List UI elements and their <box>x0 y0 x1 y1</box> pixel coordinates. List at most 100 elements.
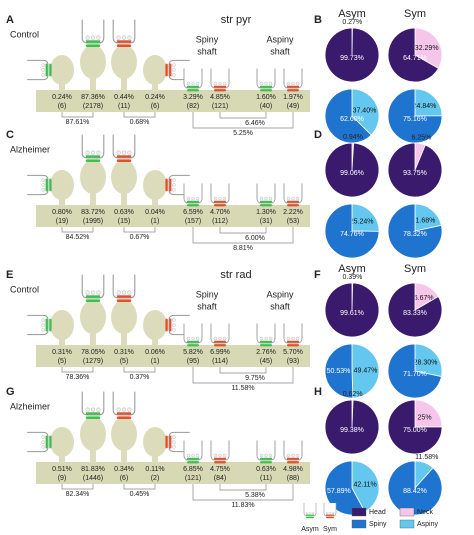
pie-label: 83.33% <box>403 310 427 317</box>
pie-label: 62.60% <box>340 116 364 123</box>
synapse-pre <box>116 412 132 415</box>
synapse-pre <box>45 178 48 192</box>
pie-slice <box>387 203 443 259</box>
panel-letter: F <box>314 269 321 281</box>
site-percent: 4.75% <box>210 466 230 473</box>
site-percent: 6.85% <box>183 466 203 473</box>
presynaptic-terminal <box>165 314 190 336</box>
vesicle <box>264 336 268 341</box>
vesicle <box>41 435 46 440</box>
pie-label: 75.00% <box>403 427 427 434</box>
vesicle <box>218 196 222 201</box>
synapse-post <box>214 344 226 347</box>
vesicle <box>259 81 264 86</box>
site-count: (6) <box>58 103 67 110</box>
bracket-label: 84.52% <box>66 234 90 241</box>
vesicle <box>295 453 300 458</box>
vesicle <box>90 150 96 155</box>
bracket <box>192 227 294 244</box>
vesicle <box>171 327 176 332</box>
condition-label: Control <box>10 29 39 39</box>
site-percent: 0.80% <box>52 209 72 216</box>
vesicle <box>116 35 121 40</box>
presynaptic-terminal <box>256 323 276 347</box>
pie-slice <box>414 27 443 69</box>
vesicle <box>213 81 218 86</box>
vesicle <box>268 81 273 86</box>
vesicle <box>222 196 227 201</box>
synapse-post <box>260 89 272 92</box>
vesicle <box>41 444 46 449</box>
site-percent: 0.31% <box>52 349 72 356</box>
vesicle <box>195 453 200 458</box>
site-count: (11) <box>118 103 130 110</box>
condition-label: Alzheimer <box>10 144 50 154</box>
legend-label: Spiny <box>369 521 387 528</box>
site-count: (121) <box>185 475 201 482</box>
synapse-post <box>49 178 52 192</box>
synapse-post <box>165 318 168 332</box>
synapse-post <box>187 344 199 347</box>
vesicle <box>186 81 191 86</box>
synapse-pre <box>116 295 132 298</box>
bracket-label: 0.67% <box>130 234 150 241</box>
synapse-post <box>287 461 299 464</box>
pie-label: 0.62% <box>343 391 363 398</box>
presynaptic-terminal <box>283 323 303 347</box>
vesicle <box>127 407 132 412</box>
vesicle <box>96 150 101 155</box>
site-percent: 0.06% <box>145 349 165 356</box>
site-percent: 0.11% <box>145 466 164 473</box>
synapse-pre <box>287 457 299 460</box>
vesicle <box>295 81 300 86</box>
legend-swatch <box>351 519 367 529</box>
site-percent: 2.76% <box>256 349 276 356</box>
vesicle <box>116 150 121 155</box>
pie-label: 74.76% <box>340 231 364 238</box>
vesicle <box>121 150 127 155</box>
presynaptic-terminal <box>210 183 230 207</box>
pie-slice <box>414 399 443 428</box>
vesicle <box>222 336 227 341</box>
vesicle <box>286 196 291 201</box>
pie-slice <box>387 343 442 399</box>
presynaptic-terminal <box>283 440 303 464</box>
synapse-pre <box>187 457 199 460</box>
presynaptic-terminal <box>323 503 337 519</box>
synapse-post <box>49 63 52 77</box>
vesicle <box>295 196 300 201</box>
vesicle <box>213 453 218 458</box>
synapse-pre <box>326 514 334 516</box>
site-count: (45) <box>260 358 272 365</box>
pie-label: 16.67% <box>410 295 434 302</box>
site-count: (114) <box>212 358 228 365</box>
synapse-pre <box>214 200 226 203</box>
spine-head <box>80 45 106 79</box>
vesicle <box>121 290 127 295</box>
site-percent: 6.59% <box>183 209 203 216</box>
pie-label: 64.71% <box>403 55 427 62</box>
synapse-pre <box>214 85 226 88</box>
presynaptic-terminal <box>256 440 276 464</box>
bracket <box>61 227 94 233</box>
bracket-label: 82.34% <box>66 491 90 498</box>
spine-head <box>80 160 106 194</box>
panel-letter: B <box>314 14 322 26</box>
synapse-pre <box>85 155 101 158</box>
synapse-pre <box>116 40 132 43</box>
vesicle <box>286 336 291 341</box>
vesicle <box>218 81 222 86</box>
presynaptic-terminal <box>81 274 105 303</box>
vesicle <box>291 81 295 86</box>
vesicle <box>328 511 332 515</box>
dendrite-shaft <box>36 462 310 484</box>
bracket-label: 11.58% <box>231 385 254 392</box>
legend-swatch <box>399 507 415 517</box>
site-percent: 78.05% <box>81 349 105 356</box>
presynaptic-terminal <box>27 59 52 81</box>
site-percent: 81.83% <box>81 466 105 473</box>
presynaptic-terminal <box>183 183 203 207</box>
site-percent: 0.63% <box>256 466 276 473</box>
site-count: (19) <box>56 218 68 225</box>
spine-head <box>50 170 74 200</box>
